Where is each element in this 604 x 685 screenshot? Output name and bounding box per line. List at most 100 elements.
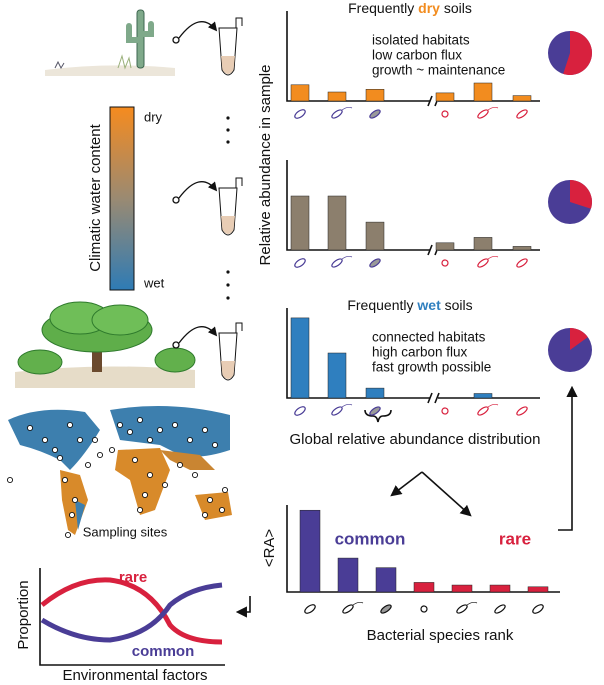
microbe-icon bbox=[369, 258, 381, 268]
site bbox=[218, 506, 226, 514]
proportion-y-label: Proportion bbox=[15, 580, 32, 649]
site bbox=[156, 426, 164, 434]
microbe-icon bbox=[516, 258, 528, 268]
colorbar-label: Climatic water content bbox=[87, 123, 104, 271]
microbe-icon bbox=[342, 604, 354, 614]
site bbox=[41, 436, 49, 444]
bar bbox=[435, 92, 455, 102]
proportion-x-label: Environmental factors bbox=[62, 667, 207, 684]
microbe-icon bbox=[331, 258, 343, 268]
rank-bar bbox=[375, 567, 397, 593]
site bbox=[146, 471, 154, 479]
bar bbox=[512, 95, 532, 102]
site bbox=[56, 454, 64, 462]
microbe-icon bbox=[477, 258, 489, 268]
microbe-icon bbox=[456, 604, 468, 614]
pie-rare bbox=[570, 180, 592, 209]
site bbox=[211, 441, 219, 449]
site bbox=[136, 506, 144, 514]
rare-label: rare bbox=[499, 529, 531, 548]
microbe-icon bbox=[516, 109, 528, 119]
panel-note: fast growth possible bbox=[372, 360, 491, 375]
site bbox=[146, 436, 154, 444]
microbe-icon bbox=[494, 604, 506, 614]
microbe-icon bbox=[420, 605, 428, 613]
map-label: Sampling sites bbox=[83, 524, 168, 539]
bar bbox=[290, 84, 310, 102]
site bbox=[76, 436, 84, 444]
site bbox=[161, 481, 169, 489]
microbe-icon bbox=[477, 406, 489, 416]
bar bbox=[365, 221, 385, 251]
site bbox=[131, 456, 139, 464]
tube-cap bbox=[235, 177, 243, 188]
flagellum bbox=[487, 255, 499, 260]
rank-bar bbox=[299, 509, 321, 593]
microbe-icon bbox=[331, 406, 343, 416]
title-part: soils bbox=[440, 0, 472, 16]
panel-title: Frequently dry soils bbox=[348, 0, 472, 16]
site bbox=[171, 421, 179, 429]
site bbox=[201, 511, 209, 519]
flagellum bbox=[352, 601, 364, 606]
site bbox=[61, 476, 69, 484]
arrow-rare bbox=[421, 471, 472, 517]
flagellum bbox=[466, 601, 478, 606]
bar bbox=[473, 393, 493, 399]
bar bbox=[473, 82, 493, 102]
charts: Frequently dry soils isolated habitatslow… bbox=[261, 0, 592, 644]
y-axis-label: Relative abundance in sample bbox=[257, 65, 274, 266]
flagellum bbox=[341, 255, 353, 260]
site bbox=[206, 496, 214, 504]
axis-break bbox=[427, 392, 440, 404]
proportion-rare: rare bbox=[119, 569, 147, 586]
rank-axes bbox=[286, 505, 560, 593]
rank-bar bbox=[489, 584, 511, 593]
sampling-sites bbox=[6, 416, 229, 539]
rank-y-label: <RA> bbox=[261, 529, 278, 568]
common-label: common bbox=[335, 529, 406, 548]
common-curve bbox=[40, 582, 223, 643]
bar bbox=[290, 195, 310, 251]
site bbox=[116, 421, 124, 429]
bar bbox=[327, 352, 347, 399]
panel-note: growth ~ maintenance bbox=[372, 63, 505, 78]
flagellum bbox=[487, 106, 499, 111]
tube-cap bbox=[235, 17, 243, 28]
microbe-icon bbox=[294, 258, 306, 268]
colorbar-top: dry bbox=[144, 109, 163, 124]
site bbox=[66, 421, 74, 429]
rank-bar bbox=[527, 586, 549, 593]
panel-note: low carbon flux bbox=[372, 48, 462, 63]
site bbox=[26, 424, 34, 432]
rank-bar bbox=[451, 584, 473, 593]
site bbox=[191, 471, 199, 479]
title-part: soils bbox=[441, 297, 473, 313]
rank-bar bbox=[337, 557, 359, 593]
site bbox=[6, 476, 14, 484]
bar bbox=[327, 195, 347, 251]
brace bbox=[364, 409, 392, 423]
tube-cap bbox=[235, 322, 243, 333]
site bbox=[68, 511, 76, 519]
microbe-icon bbox=[532, 604, 544, 614]
microbe-icon bbox=[294, 109, 306, 119]
flagellum bbox=[341, 403, 353, 408]
title-part: Frequently bbox=[347, 297, 417, 313]
bar bbox=[512, 246, 532, 251]
title-part: Frequently bbox=[348, 0, 418, 16]
microbe-icon bbox=[441, 259, 449, 267]
microbe-icon bbox=[441, 407, 449, 415]
title-part: dry bbox=[418, 0, 440, 16]
site bbox=[96, 451, 104, 459]
colorbar bbox=[109, 106, 135, 291]
panel-note: high carbon flux bbox=[372, 345, 468, 360]
site bbox=[84, 461, 92, 469]
microbe-icon bbox=[304, 604, 316, 614]
world-map bbox=[8, 406, 232, 535]
arrow-common bbox=[390, 471, 423, 497]
colorbar-bottom: wet bbox=[143, 275, 165, 290]
arrow-feedback bbox=[558, 385, 578, 531]
bar bbox=[365, 387, 385, 399]
